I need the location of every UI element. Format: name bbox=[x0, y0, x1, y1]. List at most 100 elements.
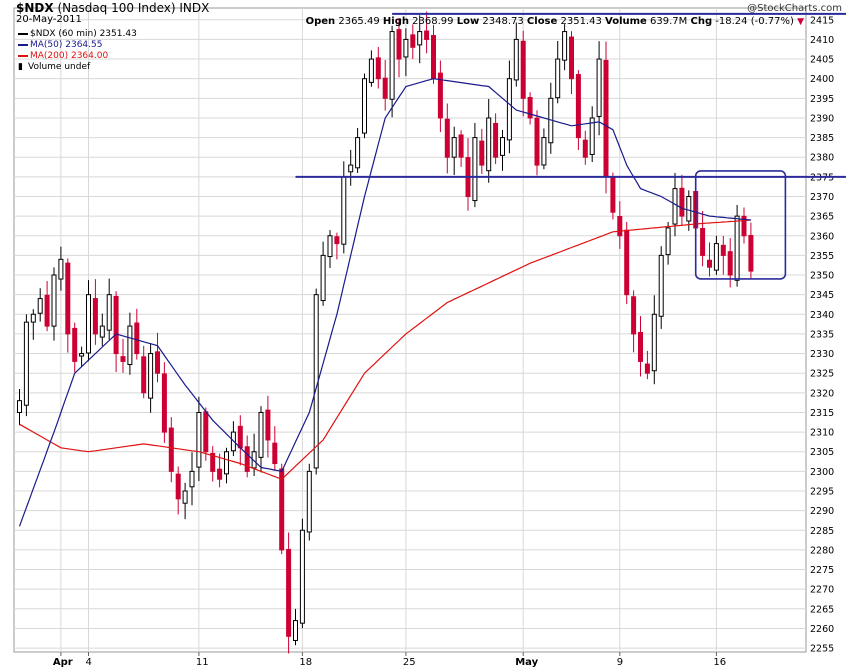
candle-body bbox=[168, 427, 174, 472]
candle-body bbox=[86, 294, 91, 354]
candle-body bbox=[679, 187, 685, 217]
x-tick-label: Apr bbox=[53, 657, 73, 668]
candle-body bbox=[23, 321, 29, 406]
y-tick-label: 2395 bbox=[810, 94, 834, 105]
candle-body bbox=[410, 34, 416, 48]
y-tick-label: 2265 bbox=[810, 604, 834, 615]
candle-body bbox=[672, 188, 678, 225]
x-tick-label: 11 bbox=[196, 657, 209, 668]
y-tick-label: 2370 bbox=[810, 192, 834, 203]
volume-label: Volume bbox=[605, 16, 647, 27]
candle-body bbox=[58, 258, 64, 280]
candle-body bbox=[244, 446, 250, 472]
candle-body bbox=[182, 490, 188, 504]
candle-body bbox=[92, 298, 98, 335]
candle-body bbox=[17, 400, 22, 413]
candle-body bbox=[575, 74, 581, 139]
candle-body bbox=[617, 216, 623, 237]
high-value: 2368.99 bbox=[412, 16, 454, 27]
candle-body bbox=[30, 313, 36, 323]
candle-body bbox=[189, 470, 195, 488]
plot-frame bbox=[13, 7, 807, 653]
candle-body bbox=[707, 259, 712, 268]
down-arrow-icon: ▼ bbox=[797, 17, 804, 27]
candle-body bbox=[458, 134, 464, 158]
symbol-title: $NDX (Nasdaq 100 Index) INDX bbox=[16, 1, 209, 15]
candle-body bbox=[513, 38, 519, 81]
candle-body bbox=[279, 468, 285, 551]
candle-body bbox=[658, 254, 664, 317]
y-tick-label: 2305 bbox=[810, 447, 834, 458]
candle-body bbox=[493, 122, 499, 158]
candle-body bbox=[127, 325, 133, 366]
legend-price: $NDX (60 min) 2351.43 bbox=[18, 29, 137, 40]
y-tick-label: 2290 bbox=[810, 506, 834, 517]
candle-body bbox=[506, 78, 512, 141]
candle-body bbox=[155, 351, 160, 374]
high-label: High bbox=[382, 16, 409, 27]
candle-body bbox=[79, 353, 85, 357]
open-label: Open bbox=[305, 16, 336, 27]
candle-body bbox=[65, 262, 71, 335]
candle-body bbox=[293, 620, 298, 641]
candle-body bbox=[368, 58, 374, 83]
candle-body bbox=[569, 36, 574, 80]
candle-body bbox=[638, 332, 643, 362]
candle-body bbox=[210, 452, 216, 472]
chart-legend: $NDX (60 min) 2351.43 MA(50) 2364.55 MA(… bbox=[18, 29, 137, 73]
candle-body bbox=[610, 177, 616, 213]
x-tick-label: May bbox=[515, 657, 538, 668]
candle-body bbox=[665, 227, 671, 256]
close-label: Close bbox=[526, 16, 558, 27]
y-tick-label: 2360 bbox=[810, 231, 834, 242]
candle-body bbox=[320, 254, 326, 302]
low-label: Low bbox=[456, 16, 480, 27]
candle-body bbox=[258, 411, 264, 458]
y-tick-label: 2320 bbox=[810, 388, 834, 399]
candle-body bbox=[486, 117, 492, 172]
legend-volume: ▮ Volume undef bbox=[18, 62, 137, 73]
candle-body bbox=[224, 451, 229, 475]
candle-body bbox=[424, 30, 430, 40]
candle-body bbox=[355, 137, 361, 169]
candle-body bbox=[651, 313, 657, 372]
low-value: 2348.73 bbox=[482, 16, 524, 27]
candle-body bbox=[417, 31, 423, 46]
candle-body bbox=[113, 295, 119, 355]
candle-body bbox=[534, 117, 540, 166]
candle-body bbox=[134, 322, 140, 355]
legend-ma50: MA(50) 2364.55 bbox=[18, 40, 137, 51]
symbol-ticker: $NDX bbox=[16, 1, 54, 15]
candle-body bbox=[596, 58, 602, 117]
y-tick-label: 2300 bbox=[810, 467, 834, 478]
candle-body bbox=[120, 356, 126, 362]
candle-body bbox=[272, 442, 278, 465]
candle-body bbox=[217, 468, 223, 480]
candle-body bbox=[541, 137, 547, 166]
y-tick-label: 2340 bbox=[810, 310, 834, 321]
ma200-line bbox=[19, 219, 751, 480]
candle-body bbox=[299, 529, 305, 624]
legend-price-label: $NDX (60 min) 2351.43 bbox=[30, 29, 137, 39]
candle-body bbox=[44, 294, 50, 327]
x-tick-label: 16 bbox=[713, 657, 726, 668]
watermark: @StockCharts.com bbox=[747, 3, 842, 14]
x-tick-label: 25 bbox=[403, 657, 416, 668]
y-tick-label: 2415 bbox=[810, 15, 834, 26]
candle-body bbox=[603, 59, 609, 178]
candle-body bbox=[99, 325, 105, 338]
y-tick-label: 2385 bbox=[810, 133, 834, 144]
y-tick-label: 2330 bbox=[810, 349, 834, 360]
candle-body bbox=[37, 298, 43, 314]
candle-body bbox=[175, 473, 181, 500]
y-tick-label: 2400 bbox=[810, 74, 834, 85]
candle-body bbox=[306, 470, 312, 533]
candle-body bbox=[727, 251, 733, 276]
candle-body bbox=[51, 274, 57, 327]
y-tick-label: 2365 bbox=[810, 212, 834, 223]
y-tick-label: 2270 bbox=[810, 585, 834, 596]
candle-body bbox=[382, 77, 388, 99]
candle-body bbox=[431, 35, 436, 80]
candle-body bbox=[327, 235, 333, 258]
